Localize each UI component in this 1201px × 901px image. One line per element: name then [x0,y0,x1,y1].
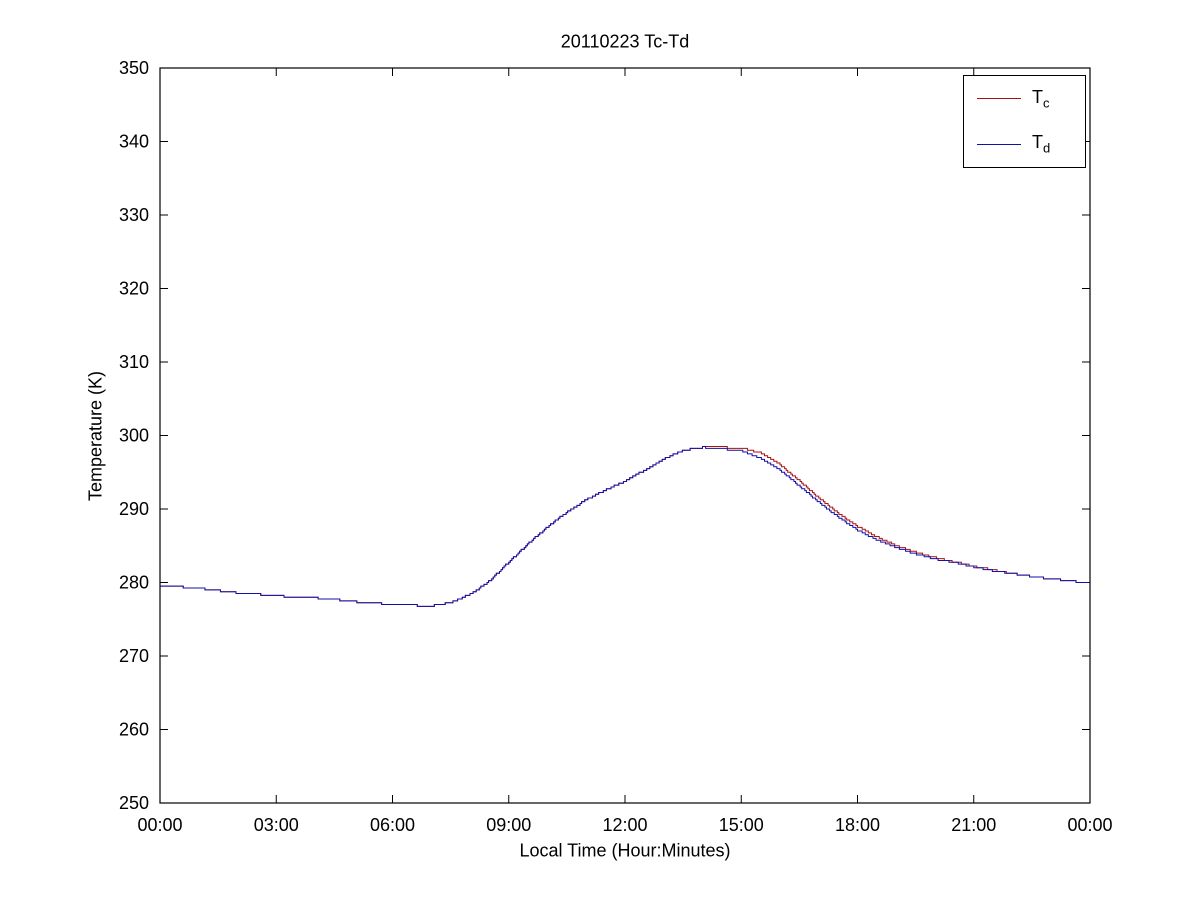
legend-line-sample-td [977,143,1021,145]
svg-text:350: 350 [119,58,149,78]
svg-text:21:00: 21:00 [951,815,996,835]
legend-entry-tc: Tc [964,88,1085,110]
x-axis-label: Local Time (Hour:Minutes) [519,840,731,861]
svg-text:00:00: 00:00 [137,815,182,835]
svg-text:06:00: 06:00 [370,815,415,835]
legend-label-tc-sub: c [1043,95,1050,111]
legend-label-td: Td [1032,133,1050,155]
legend-entry-td: Td [964,133,1085,155]
svg-text:330: 330 [119,205,149,225]
svg-text:15:00: 15:00 [719,815,764,835]
svg-text:250: 250 [119,793,149,813]
svg-text:270: 270 [119,646,149,666]
svg-text:09:00: 09:00 [486,815,531,835]
svg-text:340: 340 [119,132,149,152]
chart-title: 20110223 Tc-Td [560,31,690,52]
svg-text:12:00: 12:00 [602,815,647,835]
legend-label-tc-base: T [1032,86,1043,107]
legend-line-sample-tc [977,98,1021,100]
legend: Tc Td [963,75,1086,168]
legend-label-td-sub: d [1043,141,1051,157]
svg-text:00:00: 00:00 [1067,815,1112,835]
svg-text:300: 300 [119,426,149,446]
svg-text:03:00: 03:00 [254,815,299,835]
svg-text:18:00: 18:00 [835,815,880,835]
legend-label-tc: Tc [1032,88,1050,110]
svg-text:260: 260 [119,720,149,740]
legend-label-td-base: T [1032,132,1043,153]
svg-text:290: 290 [119,499,149,519]
svg-text:280: 280 [119,573,149,593]
svg-text:320: 320 [119,279,149,299]
svg-text:310: 310 [119,352,149,372]
